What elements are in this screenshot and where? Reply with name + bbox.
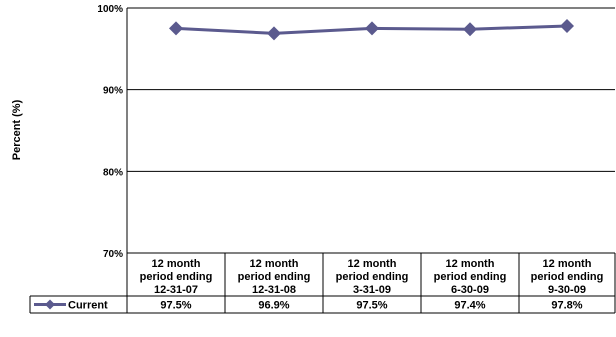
x-category-label: 12 month period ending 9-30-09 <box>531 258 604 296</box>
x-category-label: 12 month period ending 3-31-09 <box>336 258 409 296</box>
x-category-label: 12 month period ending 12-31-07 <box>140 258 213 296</box>
y-axis-label: Percent (%) <box>11 99 23 160</box>
legend-marker <box>45 299 55 310</box>
x-category-label: 12 month period ending 6-30-09 <box>434 258 507 296</box>
data-point-marker <box>267 26 281 41</box>
data-point-marker <box>169 21 183 36</box>
legend-label: Current <box>68 300 108 312</box>
y-axis-ticks: 70% 80% 90% 100% <box>97 4 123 260</box>
gridlines <box>126 7 615 254</box>
data-point-marker <box>560 18 574 33</box>
x-category-label: 12 month period ending 12-31-08 <box>238 258 311 296</box>
data-value-label: 97.4% <box>454 300 485 312</box>
data-value-label: 97.5% <box>160 300 191 312</box>
data-value-label: 97.8% <box>551 300 582 312</box>
series-current <box>169 18 574 41</box>
y-tick-label: 80% <box>103 167 123 178</box>
y-tick-label: 70% <box>103 249 123 260</box>
y-tick-label: 90% <box>103 86 123 97</box>
data-table: 12 month period ending 12-31-07 12 month per… <box>29 253 616 314</box>
y-tick-label: 100% <box>97 4 123 15</box>
data-point-marker <box>463 22 477 37</box>
data-value-label: 97.5% <box>356 300 387 312</box>
data-value-label: 96.9% <box>258 300 289 312</box>
data-point-marker <box>365 21 379 36</box>
